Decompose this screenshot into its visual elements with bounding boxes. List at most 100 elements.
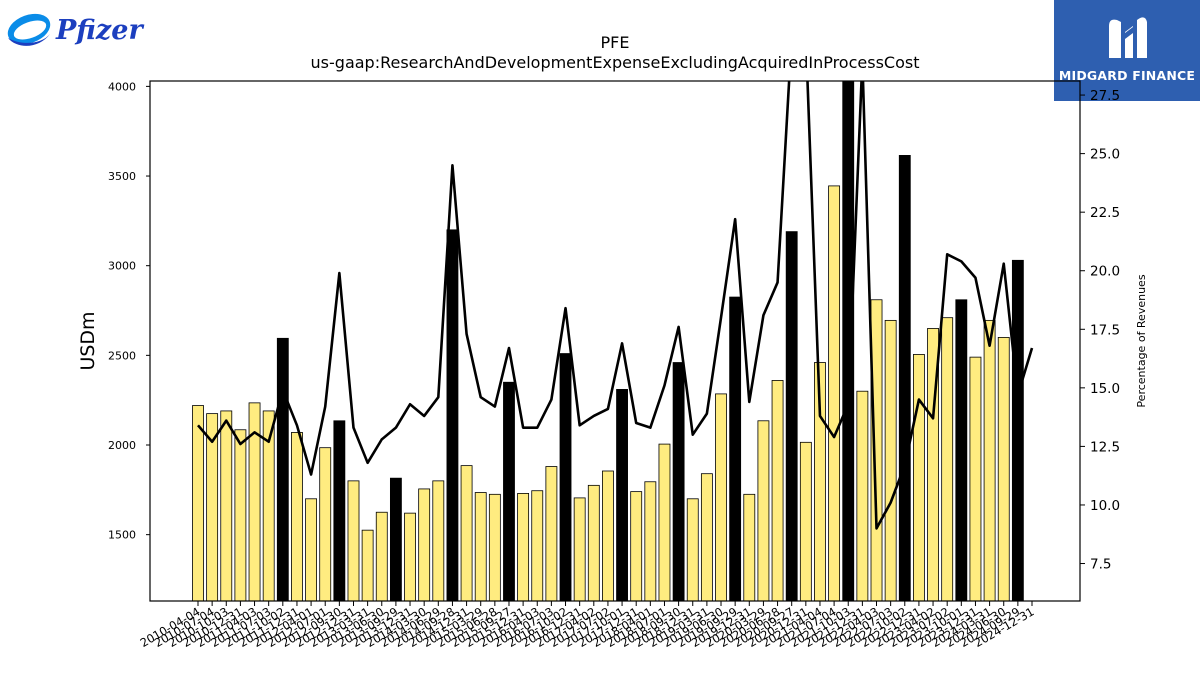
bar-annual bbox=[785, 231, 798, 601]
bar-quarterly bbox=[531, 490, 544, 601]
chart-title-concept: us-gaap:ResearchAndDevelopmentExpenseExc… bbox=[310, 53, 920, 72]
bar-quarterly bbox=[573, 497, 586, 601]
y2-tick-label: 17.5 bbox=[1090, 322, 1120, 338]
bar-quarterly bbox=[347, 480, 360, 601]
pfizer-wordmark: Pfizer bbox=[56, 15, 143, 46]
bar-quarterly bbox=[587, 484, 600, 601]
x-tick-label: 2017-12-31 bbox=[576, 604, 641, 650]
bar-quarterly bbox=[361, 529, 374, 601]
bar-quarterly bbox=[799, 441, 812, 601]
bar-quarterly bbox=[997, 337, 1010, 601]
bar-quarterly bbox=[262, 410, 275, 601]
y-tick-label: 1500 bbox=[108, 529, 136, 542]
x-tick-label: 2014-12-31 bbox=[406, 604, 471, 650]
y2-tick-label: 22.5 bbox=[1090, 205, 1120, 221]
x-tick-label: 2024-06-30 bbox=[943, 604, 1008, 650]
x-tick-label: 2018-09-30 bbox=[618, 604, 683, 650]
bar-quarterly bbox=[404, 512, 416, 601]
x-tick-label: 2013-03-31 bbox=[307, 604, 372, 650]
x-tick-label: 2020-09-27 bbox=[731, 604, 796, 650]
bar-annual bbox=[333, 420, 346, 601]
bar-quarterly bbox=[884, 319, 897, 601]
y-tick-label: 3000 bbox=[108, 260, 136, 273]
x-tick-label: 2019-12-31 bbox=[689, 604, 754, 650]
x-tick-label: 2021-04-04 bbox=[760, 604, 825, 650]
x-tick-label: 2014-09-28 bbox=[392, 604, 457, 650]
x-tick-label: 2017-10-01 bbox=[562, 604, 627, 650]
bar-annual bbox=[503, 381, 515, 601]
bar-quarterly bbox=[686, 498, 699, 601]
pfizer-swirl-icon bbox=[7, 13, 51, 46]
bar-annual bbox=[446, 229, 459, 601]
bar-quarterly bbox=[814, 362, 826, 601]
x-tick-label: 2012-12-31 bbox=[293, 604, 358, 650]
x-tick-label: 2016-07-03 bbox=[491, 604, 556, 650]
y2-tick-label: 20.0 bbox=[1090, 264, 1120, 280]
y-tick-label: 2000 bbox=[108, 439, 136, 452]
x-tick-label: 2016-12-31 bbox=[519, 604, 584, 650]
bar-annual bbox=[616, 389, 628, 601]
y2-axis-label: Percentage of Revenues bbox=[1135, 274, 1148, 407]
y-tick-label: 2500 bbox=[108, 349, 136, 362]
x-tick-label: 2020-03-29 bbox=[703, 604, 768, 650]
bar-quarterly bbox=[743, 493, 756, 601]
bar-quarterly bbox=[913, 354, 925, 601]
x-tick-label: 2013-12-31 bbox=[350, 604, 415, 650]
bar-quarterly bbox=[220, 410, 233, 601]
x-tick-label: 2022-07-03 bbox=[830, 604, 895, 650]
bar-quarterly bbox=[460, 465, 473, 601]
x-tick-label: 2024-12-31 bbox=[972, 604, 1037, 650]
y2-tick-label: 25.0 bbox=[1090, 147, 1120, 163]
x-tick-label: 2011-10-02 bbox=[222, 604, 287, 650]
bar-quarterly bbox=[700, 473, 713, 601]
y-tick-label: 3500 bbox=[108, 170, 136, 183]
bar-annual bbox=[1011, 259, 1024, 601]
x-tick-label: 2010-07-04 bbox=[152, 604, 217, 650]
x-tick-label: 2023-04-02 bbox=[873, 604, 938, 650]
bar-quarterly bbox=[291, 432, 303, 601]
x-tick-label: 2018-12-31 bbox=[632, 604, 697, 650]
bar-annual bbox=[672, 362, 685, 601]
bar-annual bbox=[729, 296, 742, 601]
x-tick-label: 2019-03-31 bbox=[646, 604, 711, 650]
y2-tick-label: 10.0 bbox=[1090, 498, 1120, 514]
x-tick-label: 2019-06-30 bbox=[661, 604, 726, 650]
x-tick-label: 2011-04-03 bbox=[194, 604, 259, 650]
x-tick-label: 2016-10-02 bbox=[505, 604, 570, 650]
x-tick-label: 2021-07-04 bbox=[774, 604, 839, 650]
bar-quarterly bbox=[488, 493, 501, 601]
x-tick-label: 2014-06-29 bbox=[378, 604, 443, 650]
x-tick-label: 2023-10-01 bbox=[901, 604, 966, 650]
bar-quarterly bbox=[856, 390, 869, 601]
x-tick-label: 2010-12-31 bbox=[180, 604, 245, 650]
bar-annual bbox=[559, 353, 572, 601]
x-tick-label: 2013-06-30 bbox=[321, 604, 386, 650]
bar-quarterly bbox=[983, 319, 996, 601]
bar-quarterly bbox=[927, 328, 939, 601]
bar-quarterly bbox=[658, 443, 671, 601]
bar-annual bbox=[955, 299, 968, 601]
bar-quarterly bbox=[757, 420, 770, 601]
y-axis-label: USDm bbox=[77, 311, 99, 370]
x-tick-label: 2014-03-30 bbox=[364, 604, 429, 650]
x-tick-label: 2015-09-27 bbox=[449, 604, 514, 650]
x-tick-label: 2022-04-03 bbox=[816, 604, 881, 650]
bar-quarterly bbox=[771, 380, 784, 601]
x-tick-label: 2011-12-31 bbox=[237, 604, 302, 650]
bar-annual bbox=[276, 337, 289, 601]
bar-annual bbox=[389, 477, 402, 601]
x-tick-label: 2020-12-31 bbox=[745, 604, 810, 650]
x-tick-label: 2020-06-28 bbox=[717, 604, 782, 650]
x-tick-label: 2015-12-31 bbox=[463, 604, 528, 650]
x-tick-label: 2015-06-28 bbox=[434, 604, 499, 650]
x-tick-label: 2022-10-02 bbox=[844, 604, 909, 650]
bar-quarterly bbox=[630, 491, 643, 601]
x-tick-label: 2022-12-31 bbox=[859, 604, 924, 650]
bar-quarterly bbox=[234, 429, 247, 601]
bar-annual bbox=[842, 81, 855, 601]
x-tick-label: 2015-03-29 bbox=[420, 604, 485, 650]
bar-quarterly bbox=[870, 299, 883, 601]
bar-quarterly bbox=[517, 493, 530, 601]
bar-quarterly bbox=[828, 185, 841, 601]
bar-quarterly bbox=[602, 470, 614, 601]
